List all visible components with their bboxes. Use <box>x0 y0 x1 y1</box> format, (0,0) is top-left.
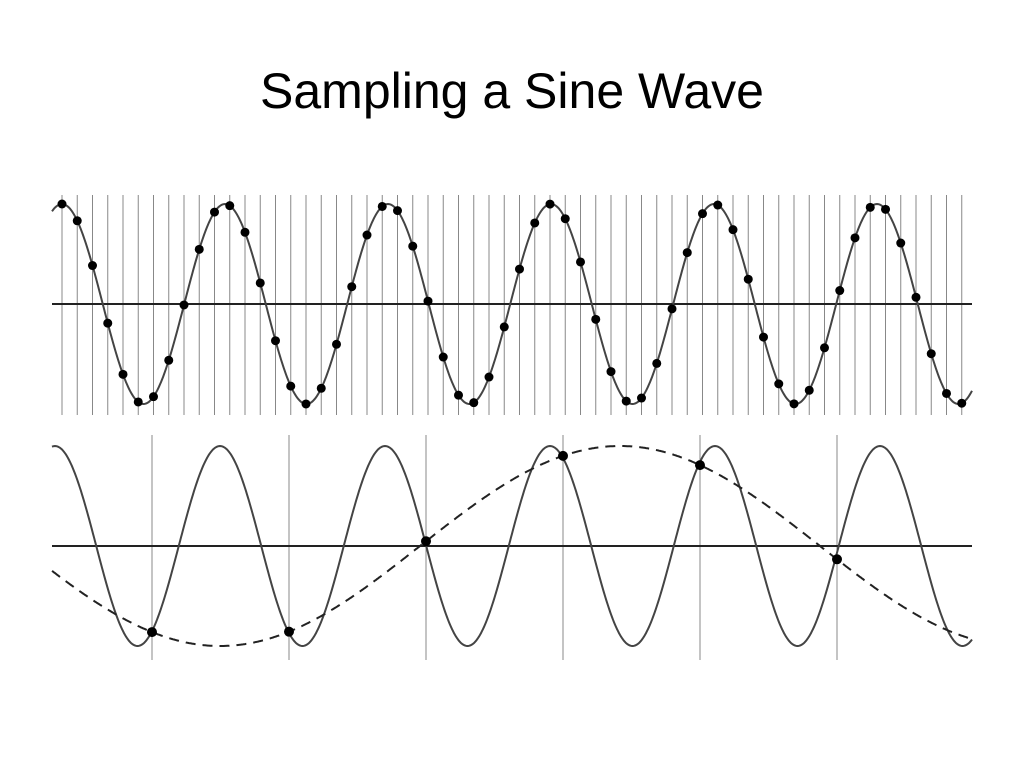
sample-dot <box>637 393 646 403</box>
sample-dot <box>469 398 479 408</box>
sample-dot <box>88 261 97 271</box>
sample-dot <box>164 355 174 365</box>
sample-dot <box>652 358 662 368</box>
sample-dot <box>695 460 705 471</box>
sample-dot <box>423 296 433 306</box>
sample-dot <box>133 397 143 407</box>
sample-dot <box>774 379 784 389</box>
sample-dot <box>362 230 372 240</box>
sample-dot <box>896 238 906 248</box>
sample-dot <box>240 227 250 237</box>
sample-dot <box>591 314 601 324</box>
sample-dot <box>377 201 387 211</box>
sample-dot <box>835 286 845 296</box>
sample-dot <box>560 214 570 224</box>
sample-dot <box>194 244 204 254</box>
sample-dot <box>942 388 951 398</box>
sample-dot <box>454 390 463 400</box>
sample-dot <box>832 554 842 565</box>
sample-dot <box>698 209 707 219</box>
sample-dot <box>850 233 860 243</box>
sample-dot <box>179 300 189 310</box>
sample-dot <box>271 336 280 346</box>
sample-dot <box>804 385 814 395</box>
sine-wave <box>51 202 973 405</box>
sample-dot <box>759 332 768 342</box>
sample-dot <box>789 399 799 409</box>
sample-dot <box>728 225 738 235</box>
sample-dot <box>347 282 357 292</box>
sample-dot <box>118 369 128 379</box>
sample-dot <box>225 201 235 211</box>
sample-dot <box>499 322 509 332</box>
sample-dot <box>438 352 448 362</box>
sample-dot <box>393 206 402 216</box>
sample-dot <box>865 202 875 212</box>
sample-dot <box>667 304 677 314</box>
sample-dot <box>682 248 692 258</box>
sample-dot <box>147 627 157 638</box>
sample-dot <box>911 292 921 302</box>
sample-dot <box>284 626 294 637</box>
sample-dot <box>545 199 555 209</box>
sample-dot <box>957 398 967 408</box>
sample-dot <box>332 339 341 349</box>
slide-title: Sampling a Sine Wave <box>260 63 764 119</box>
sample-dot <box>743 274 753 284</box>
sample-dot <box>408 241 418 251</box>
sample-dot <box>606 367 616 377</box>
sample-dot <box>576 257 585 267</box>
sample-dot <box>881 204 890 214</box>
sample-dot <box>530 218 540 228</box>
sample-dot <box>421 536 431 547</box>
sample-dot <box>316 383 326 393</box>
sample-dot <box>286 381 296 391</box>
sample-dot <box>926 349 936 359</box>
sample-dot <box>210 207 219 217</box>
sample-dot <box>72 216 82 226</box>
sample-dot <box>820 343 829 353</box>
alias-wave <box>51 445 973 647</box>
sample-dot <box>515 264 524 274</box>
sample-dot <box>713 200 723 210</box>
sample-dot <box>57 199 67 209</box>
sample-dot <box>621 396 631 406</box>
sample-dot <box>255 278 265 288</box>
sample-dot <box>301 399 311 409</box>
sample-dot <box>149 392 158 402</box>
sample-dot <box>558 450 568 461</box>
sample-dot <box>103 318 113 328</box>
sample-dot <box>484 372 494 382</box>
sine-wave <box>51 444 973 647</box>
